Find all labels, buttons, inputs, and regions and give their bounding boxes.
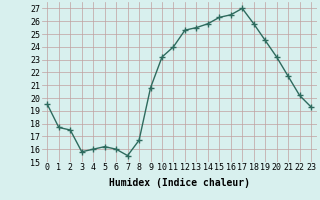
X-axis label: Humidex (Indice chaleur): Humidex (Indice chaleur) xyxy=(109,178,250,188)
